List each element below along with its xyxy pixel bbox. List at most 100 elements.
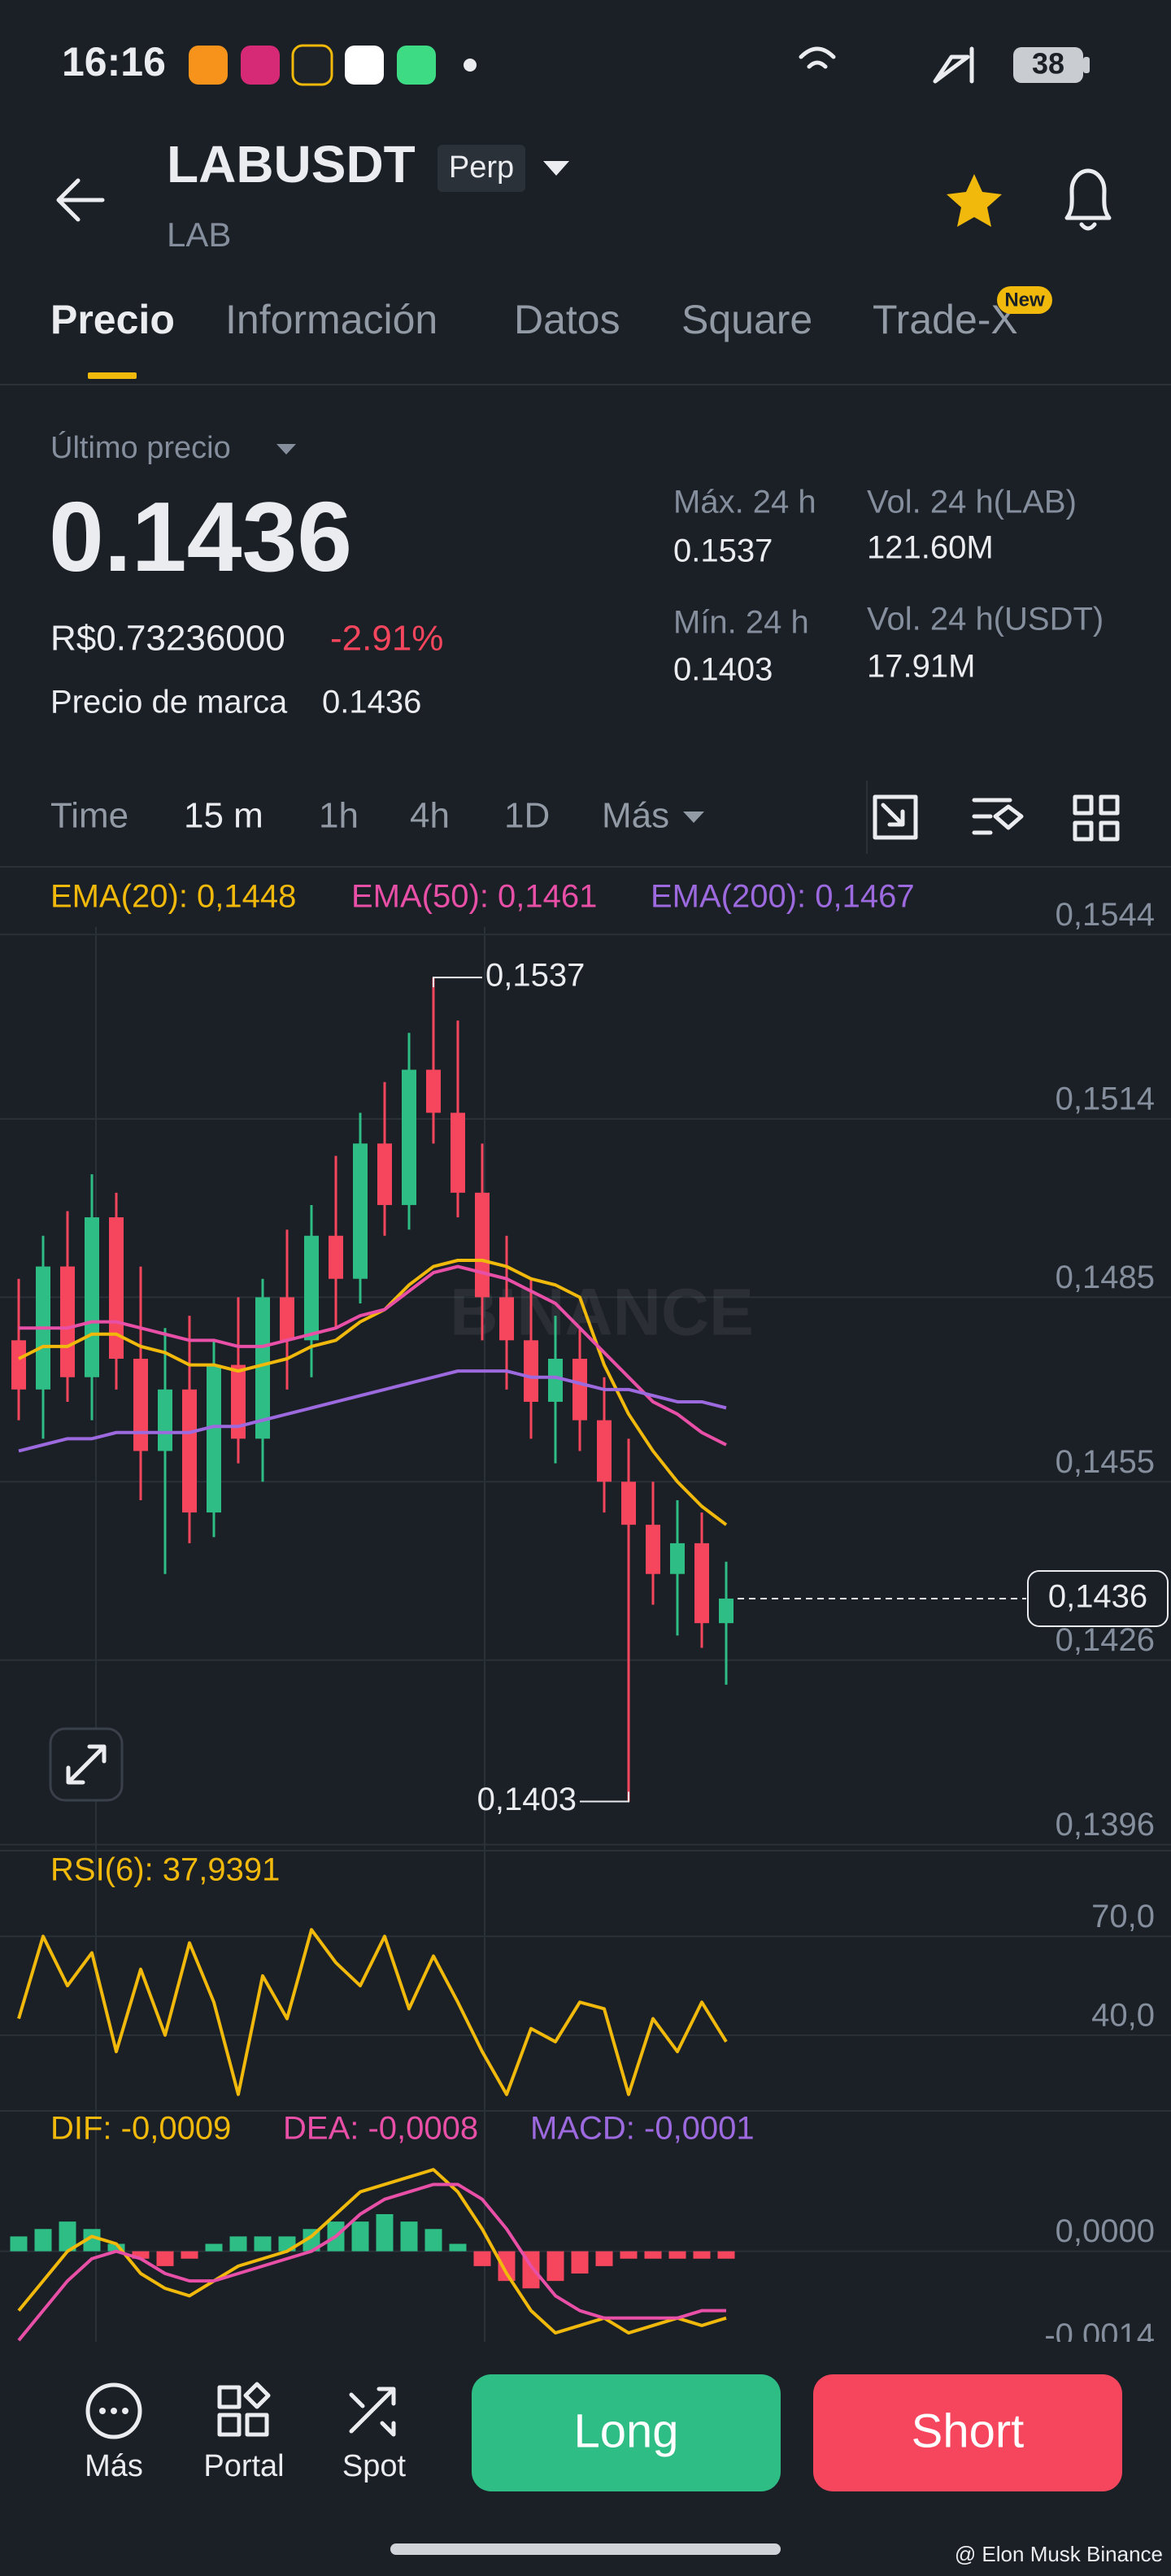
layout-icon[interactable] xyxy=(1073,794,1120,842)
short-button-text[interactable]: Short xyxy=(912,2404,1025,2457)
last-price-dropdown[interactable] xyxy=(276,444,296,455)
high-label: 0,1537 xyxy=(485,958,585,994)
y-tick-label: 0,1426 xyxy=(1056,1622,1155,1658)
macd-bar xyxy=(254,2236,272,2252)
fullscreen-button[interactable] xyxy=(49,1727,124,1802)
stat-value: 121.60M xyxy=(867,530,994,566)
nav-label[interactable]: Más xyxy=(85,2449,143,2483)
macd-bar xyxy=(205,2243,223,2252)
low-marker xyxy=(580,1791,629,1803)
legend-entry: MACD: -0,0001 xyxy=(530,2111,755,2147)
candle-body xyxy=(133,1359,148,1451)
macd-bar xyxy=(107,2243,125,2252)
back-button[interactable] xyxy=(56,178,105,222)
macd-bar xyxy=(132,2251,150,2259)
tab[interactable]: Trade-X xyxy=(873,297,1018,342)
more-icon[interactable] xyxy=(85,2382,142,2439)
candle-body xyxy=(670,1543,685,1574)
favorite-star[interactable] xyxy=(947,174,1002,227)
long-button-text[interactable]: Long xyxy=(573,2404,678,2457)
candle-body xyxy=(572,1359,587,1421)
last-price: 0.1436 xyxy=(49,481,352,592)
interval[interactable]: Time xyxy=(50,796,128,836)
symbol-dropdown[interactable] xyxy=(543,161,569,176)
short-button[interactable] xyxy=(813,2374,1122,2491)
macd-bar xyxy=(59,2221,76,2252)
y-tick-label: 40,0 xyxy=(1091,1997,1155,2033)
legend-entry: EMA(50): 0,1461 xyxy=(351,879,597,915)
macd-bar xyxy=(449,2243,467,2252)
stat-label: Vol. 24 h(USDT) xyxy=(867,602,1104,637)
tab[interactable]: Square xyxy=(681,297,812,342)
interval[interactable]: 15 m xyxy=(184,796,263,836)
macd-bar xyxy=(473,2251,491,2266)
macd-bar xyxy=(34,2229,52,2252)
candle-body xyxy=(426,1069,441,1113)
symbol: LABUSDT xyxy=(167,135,416,194)
more-dropdown[interactable] xyxy=(683,812,704,823)
macd-bar xyxy=(546,2251,564,2282)
candle-body xyxy=(304,1235,319,1341)
tab[interactable]: Información xyxy=(225,297,437,342)
high-marker xyxy=(433,977,482,988)
alert-bell[interactable] xyxy=(1064,168,1112,231)
candle-body xyxy=(719,1598,734,1624)
candle-body xyxy=(280,1297,294,1341)
candle-body xyxy=(255,1297,270,1439)
chart-tool-icon[interactable] xyxy=(873,794,918,840)
tab[interactable]: Datos xyxy=(514,297,620,342)
tab-indicator xyxy=(88,372,137,379)
y-tick-label: 70,0 xyxy=(1091,1899,1155,1934)
interval[interactable]: Más xyxy=(602,796,669,836)
portal-icon[interactable] xyxy=(217,2382,271,2437)
last-price-label: Último precio xyxy=(50,430,231,465)
watermark: BINANCE xyxy=(450,1276,754,1350)
mark-price: 0.1436 xyxy=(322,685,421,720)
interval[interactable]: 4h xyxy=(410,796,450,836)
new-badge xyxy=(997,286,1052,314)
interval[interactable]: 1h xyxy=(319,796,359,836)
candle-body xyxy=(182,1389,197,1513)
y-tick-label: 0,1455 xyxy=(1056,1444,1155,1480)
chart-settings-icon[interactable] xyxy=(972,798,1024,835)
interval[interactable]: 1D xyxy=(504,796,550,836)
mark-price-label: Precio de marca xyxy=(50,685,288,720)
candle-body xyxy=(597,1420,612,1482)
indicator-line xyxy=(18,1259,728,1526)
candle-body xyxy=(11,1340,26,1390)
macd-bar xyxy=(229,2236,247,2252)
perp-badge xyxy=(437,145,525,192)
macd-bar xyxy=(400,2221,418,2252)
y-tick-label: 0,0000 xyxy=(1056,2213,1155,2249)
nav-label[interactable]: Spot xyxy=(342,2449,407,2483)
low-label: 0,1403 xyxy=(477,1782,577,1817)
y-tick-label: 0,1485 xyxy=(1056,1260,1155,1295)
macd-bar xyxy=(424,2229,442,2252)
macd-bar xyxy=(351,2221,369,2252)
stat-value: 0.1537 xyxy=(673,533,773,569)
candle-body xyxy=(451,1112,465,1193)
macd-bar xyxy=(181,2251,198,2259)
candle-body xyxy=(499,1297,514,1341)
candle-body xyxy=(524,1340,538,1402)
candle-body xyxy=(475,1192,490,1298)
stat-label: Máx. 24 h xyxy=(673,485,816,520)
status-app-icons xyxy=(189,44,974,86)
nav-label[interactable]: Portal xyxy=(203,2449,284,2483)
rsi-panel: 70,0 40,0 xyxy=(0,1899,1171,2096)
battery: 38 xyxy=(1013,47,1090,83)
macd-bar xyxy=(693,2251,711,2259)
legend-entry: EMA(20): 0,1448 xyxy=(50,879,296,915)
legend-entry: RSI(6): 37,9391 xyxy=(50,1852,280,1888)
last-price-box xyxy=(1027,1569,1169,1627)
perp-badge-text: Perp xyxy=(449,150,514,185)
spot-icon[interactable] xyxy=(349,2387,396,2437)
macd-panel: 0,0000 -0,0014 xyxy=(0,2168,1171,2342)
candle-body xyxy=(621,1482,636,1525)
tab[interactable]: Precio xyxy=(50,297,175,342)
y-tick-label: 0,1396 xyxy=(1056,1807,1155,1843)
long-button[interactable] xyxy=(472,2374,781,2491)
candle-body xyxy=(329,1235,343,1279)
